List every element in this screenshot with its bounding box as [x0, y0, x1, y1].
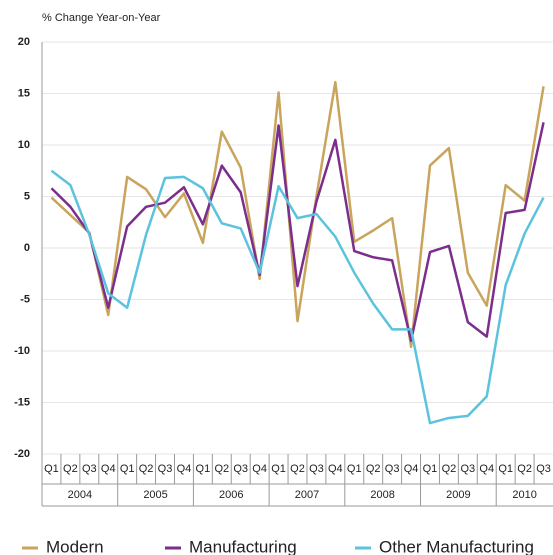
x-tick-label: Q4 — [177, 463, 192, 475]
y-tick-label: 0 — [24, 242, 30, 254]
series-line — [50, 169, 545, 425]
group-label: 2005 — [143, 489, 167, 501]
x-tick-label: Q3 — [309, 463, 324, 475]
group-label: 2007 — [295, 489, 319, 501]
x-tick-label: Q3 — [460, 463, 475, 475]
y-tick-label: 15 — [18, 87, 30, 99]
group-label: 2009 — [446, 489, 470, 501]
x-tick-label: Q2 — [442, 463, 457, 475]
y-tick-label: 20 — [18, 36, 30, 48]
x-tick-label: Q3 — [385, 463, 400, 475]
legend-label: Other Manufacturing — [379, 537, 534, 555]
y-tick-label: 5 — [24, 190, 30, 202]
x-tick-label: Q1 — [196, 463, 211, 475]
x-tick-label: Q2 — [517, 463, 532, 475]
y-tick-label: -20 — [14, 448, 30, 460]
x-tick-label: Q1 — [347, 463, 362, 475]
x-tick-label: Q3 — [536, 463, 551, 475]
x-tick-label: Q2 — [290, 463, 305, 475]
x-tick-label: Q4 — [252, 463, 267, 475]
x-tick-label: Q2 — [139, 463, 154, 475]
x-tick-label: Q3 — [82, 463, 97, 475]
x-tick-label: Q4 — [479, 463, 494, 475]
y-tick-label: 10 — [18, 139, 30, 151]
x-tick-label: Q2 — [366, 463, 381, 475]
x-tick-label: Q1 — [120, 463, 135, 475]
y-tick-label: -5 — [20, 293, 30, 305]
group-label: 2006 — [219, 489, 243, 501]
x-tick-label: Q2 — [63, 463, 78, 475]
x-tick-label: Q1 — [271, 463, 286, 475]
legend-label: Manufacturing — [189, 537, 297, 555]
x-tick-label: Q1 — [423, 463, 438, 475]
x-tick-label: Q3 — [158, 463, 173, 475]
series-line — [50, 122, 545, 342]
legend-label: Modern — [46, 537, 104, 555]
group-label: 2004 — [68, 489, 92, 501]
x-tick-label: Q4 — [328, 463, 343, 475]
x-tick-label: Q4 — [404, 463, 419, 475]
group-label: 2010 — [512, 489, 536, 501]
y-axis-label: % Change Year-on-Year — [42, 12, 161, 24]
x-tick-label: Q3 — [233, 463, 248, 475]
y-tick-label: -15 — [14, 396, 30, 408]
x-tick-label: Q1 — [498, 463, 513, 475]
x-tick-label: Q4 — [101, 463, 116, 475]
y-tick-label: -10 — [14, 345, 30, 357]
group-label: 2008 — [370, 489, 394, 501]
legend: Modern Manufacturing Other Manufacturing — [22, 537, 534, 555]
x-tick-label: Q2 — [214, 463, 229, 475]
x-tick-label: Q1 — [44, 463, 59, 475]
series-line — [50, 80, 545, 349]
